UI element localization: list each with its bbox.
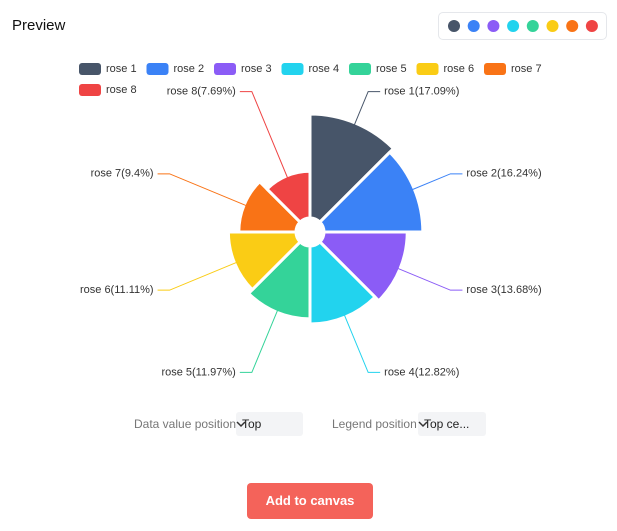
panel-title: Preview <box>12 17 66 34</box>
chevron <box>236 421 246 428</box>
leader-line <box>352 91 381 129</box>
rose-segment <box>318 150 425 234</box>
legend-swatch <box>484 63 506 75</box>
rose-segment <box>308 240 377 326</box>
data-label: rose 6(11.11%) <box>80 284 154 296</box>
palette-dot <box>507 20 520 32</box>
leader-line <box>394 266 463 291</box>
legend-label: rose 7 <box>511 63 542 75</box>
legend-label: rose 6 <box>444 63 475 75</box>
dropdown[interactable]: Top ce... <box>418 412 486 436</box>
rose-segment <box>247 240 312 321</box>
leader-line <box>239 91 290 182</box>
legend-label: rose 3 <box>241 63 272 75</box>
data-label: rose 3(13.68%) <box>466 284 541 296</box>
legend-swatch <box>281 63 304 75</box>
legend-label: rose 8 <box>106 84 137 96</box>
legend-label: rose 5 <box>376 63 407 75</box>
palette-dot <box>487 20 500 32</box>
data-label: rose 1(17.09%) <box>384 85 459 97</box>
palette-dot <box>448 20 460 32</box>
legend-swatch <box>79 63 101 75</box>
legend-swatch <box>79 84 101 96</box>
legend-swatch <box>214 63 236 75</box>
palette-dot <box>526 20 539 32</box>
palette-dot <box>546 20 559 32</box>
legend-label: rose 2 <box>174 63 205 75</box>
data-label: rose 2(16.24%) <box>466 168 541 180</box>
data-label: rose 8(7.69%) <box>167 85 236 97</box>
leader-line <box>157 260 241 291</box>
palette-dot <box>467 20 480 32</box>
leader-line <box>408 173 463 192</box>
dropdown-value: Top ce... <box>424 417 470 431</box>
legend-label: rose 1 <box>106 63 137 75</box>
leader-line <box>342 311 381 373</box>
data-label: rose 7(9.4%) <box>91 168 154 180</box>
palette-picker[interactable] <box>438 12 607 40</box>
leader-line <box>157 173 250 208</box>
data-label: rose 5(11.97%) <box>161 366 235 378</box>
add-button[interactable]: Add to canvas <box>247 483 373 519</box>
rose-segment <box>265 169 312 224</box>
dropdown-value: Top <box>242 417 262 431</box>
legend-swatch <box>146 63 169 75</box>
dropdown[interactable]: Top <box>236 412 303 436</box>
control-label: Legend position <box>332 417 417 431</box>
rose-segment <box>226 230 302 292</box>
palette-dot <box>566 20 579 32</box>
rose-segment <box>237 180 302 234</box>
legend-swatch <box>416 63 439 75</box>
control-label: Data value position <box>134 417 237 431</box>
leader-line <box>239 306 280 373</box>
legend-label: rose 4 <box>309 63 340 75</box>
rose-segment <box>318 230 409 303</box>
rose-segment <box>308 112 395 224</box>
palette-dot <box>585 20 598 32</box>
chevron <box>418 421 428 428</box>
data-label: rose 4(12.82%) <box>384 366 459 378</box>
legend-swatch <box>349 63 371 75</box>
